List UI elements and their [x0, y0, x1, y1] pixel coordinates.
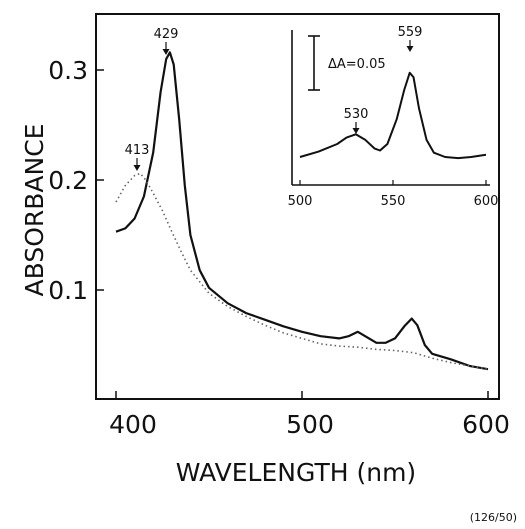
peak-arrowhead-429 — [162, 49, 170, 55]
series-solid-line — [115, 51, 489, 371]
peak-annotation-429: 429 — [154, 27, 179, 55]
x-tick-label-600: 600 — [462, 410, 510, 439]
peak-arrowhead-413 — [133, 165, 141, 171]
peak-label-429: 429 — [154, 27, 179, 42]
inset-peak-arrowhead-559 — [406, 46, 414, 52]
y-tick-label-0.3: 0.3 — [48, 56, 88, 85]
series-dotted-line — [115, 172, 489, 370]
inset-peak-label-530: 530 — [344, 107, 369, 122]
inset-plot: 500 550 600 ΔA=0.05 530 559 — [288, 25, 499, 209]
main-plot-frame — [95, 13, 500, 400]
inset-peak-arrowhead-530 — [352, 128, 360, 134]
figure-code: (126/50) — [470, 511, 517, 524]
y-tick-label-0.1: 0.1 — [48, 276, 88, 305]
inset-peak-annotation-530: 530 — [344, 107, 369, 134]
inset-peak-label-559: 559 — [398, 25, 423, 40]
x-tick-label-500: 500 — [286, 410, 334, 439]
inset-x-tick-label-500: 500 — [288, 194, 313, 209]
x-axis: 400 500 600 — [109, 391, 510, 439]
inset-x-tick-label-600: 600 — [474, 194, 499, 209]
inset-peak-annotation-559: 559 — [398, 25, 423, 52]
inset-series-line — [299, 71, 487, 160]
inset-x-tick-label-550: 550 — [381, 194, 406, 209]
y-axis: 0.3 0.2 0.1 — [48, 56, 104, 305]
peak-label-413: 413 — [125, 143, 150, 158]
scale-bar-label: ΔA=0.05 — [328, 57, 386, 72]
y-tick-label-0.2: 0.2 — [48, 166, 88, 195]
x-tick-label-400: 400 — [109, 410, 157, 439]
y-axis-title: ABSORBANCE — [20, 124, 49, 297]
x-axis-title: WAVELENGTH (nm) — [176, 458, 416, 487]
peak-annotation-413: 413 — [125, 143, 150, 171]
